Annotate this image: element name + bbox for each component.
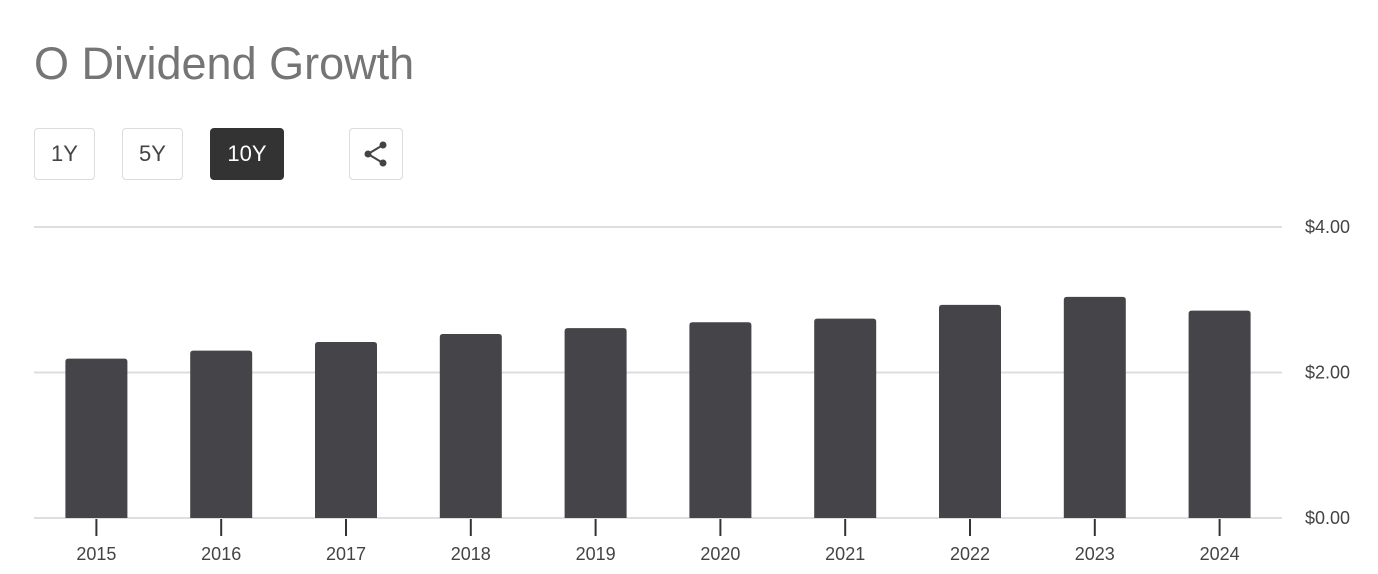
bar — [1188, 310, 1251, 518]
x-tick-label: 2015 — [76, 544, 116, 564]
x-tick-label: 2022 — [950, 544, 990, 564]
x-tick-label: 2020 — [700, 544, 740, 564]
range-button[interactable]: 5Y — [122, 128, 183, 180]
share-icon — [364, 141, 387, 167]
x-tick-label: 2017 — [326, 544, 366, 564]
x-tick-label: 2018 — [451, 544, 491, 564]
bar — [1063, 296, 1126, 518]
range-button[interactable]: 1Y — [34, 128, 95, 180]
bar — [939, 304, 1001, 518]
range-button[interactable]: 10Y — [210, 128, 284, 180]
bar — [564, 328, 627, 518]
x-tick-label: 2024 — [1200, 544, 1240, 564]
y-tick-label: $4.00 — [1305, 217, 1350, 237]
bar — [689, 322, 752, 518]
bar — [190, 350, 253, 518]
x-tick-label: 2019 — [576, 544, 616, 564]
bar — [439, 333, 502, 518]
y-tick-label: $0.00 — [1305, 508, 1350, 528]
x-tick-label: 2016 — [201, 544, 241, 564]
bar — [65, 358, 128, 518]
page-title: O Dividend Growth — [34, 38, 415, 89]
share-button[interactable] — [349, 128, 403, 180]
x-tick-label: 2023 — [1075, 544, 1115, 564]
bar — [814, 318, 877, 518]
x-tick-label: 2021 — [825, 544, 865, 564]
bar — [315, 341, 377, 518]
y-tick-label: $2.00 — [1305, 362, 1350, 382]
